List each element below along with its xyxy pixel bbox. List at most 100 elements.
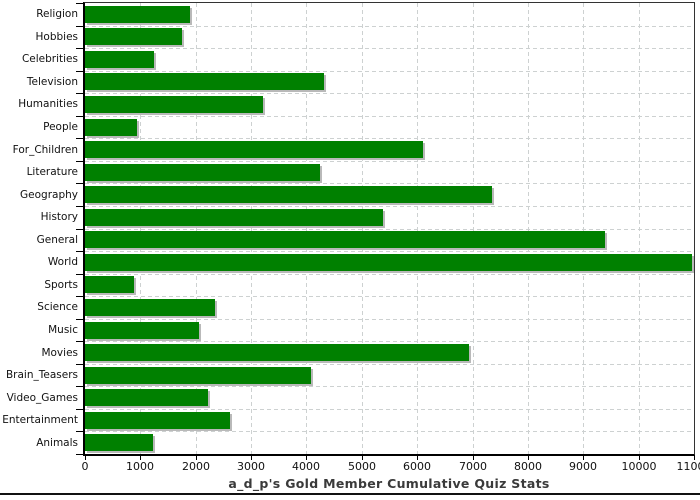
- category-label-entertainment: Entertainment: [2, 414, 78, 426]
- chart-title: a_d_p's Gold Member Cumulative Quiz Stat…: [228, 476, 550, 491]
- x-tick-label-7000: 7000: [459, 460, 487, 473]
- plot-area: [83, 2, 695, 456]
- gridline-h-4: [85, 93, 694, 94]
- gridline-h-11: [85, 251, 694, 252]
- category-label-celebrities: Celebrities: [21, 53, 78, 65]
- gridline-v-6000: [417, 3, 418, 454]
- category-label-world: World: [47, 256, 78, 268]
- category-label-geography: Geography: [20, 189, 78, 201]
- x-axis-tick-1000: [140, 455, 141, 460]
- y-axis-tick-1: [76, 26, 83, 27]
- x-axis-tick-5000: [362, 455, 363, 460]
- x-tick-label-4000: 4000: [292, 460, 320, 473]
- bar-history: [85, 209, 383, 226]
- x-tick-label-5000: 5000: [348, 460, 376, 473]
- y-axis-tick-3: [76, 71, 83, 72]
- gridline-v-3000: [251, 3, 252, 454]
- gridline-h-5: [85, 116, 694, 117]
- gridline-h-6: [85, 138, 694, 139]
- category-label-movies: Movies: [41, 347, 78, 359]
- gridline-h-9: [85, 206, 694, 207]
- y-axis-tick-8: [76, 183, 83, 184]
- category-label-science: Science: [37, 301, 78, 313]
- gridline-v-10000: [639, 3, 640, 454]
- x-tick-label-8000: 8000: [514, 460, 542, 473]
- x-tick-label-9000: 9000: [569, 460, 597, 473]
- gridline-h-12: [85, 274, 694, 275]
- x-axis-tick-4000: [306, 455, 307, 460]
- gridline-h-8: [85, 183, 694, 184]
- gridline-h-7: [85, 161, 694, 162]
- y-axis-tick-17: [76, 386, 83, 387]
- category-label-hobbies: Hobbies: [35, 31, 79, 43]
- y-axis-tick-10: [76, 229, 83, 230]
- gridline-h-15: [85, 341, 694, 342]
- x-tick-label-1000: 1000: [126, 460, 154, 473]
- bar-celebrities: [85, 51, 154, 68]
- bar-hobbies: [85, 28, 182, 45]
- gridline-v-1000: [140, 3, 141, 454]
- category-label-brain-teasers: Brain_Teasers: [5, 369, 78, 381]
- x-axis-tick-8000: [528, 455, 529, 460]
- x-axis-tick-7000: [473, 455, 474, 460]
- gridline-h-14: [85, 319, 694, 320]
- gridline-v-7000: [473, 3, 474, 454]
- gridline-v-2000: [196, 3, 197, 454]
- y-axis-tick-6: [76, 138, 83, 139]
- y-axis-tick-20: [76, 454, 83, 455]
- gridline-v-9000: [583, 3, 584, 454]
- y-axis-tick-15: [76, 341, 83, 342]
- bar-people: [85, 119, 137, 136]
- bar-brain-teasers: [85, 367, 311, 384]
- gridline-v-5000: [362, 3, 363, 454]
- x-axis-tick-2000: [196, 455, 197, 460]
- gridline-h-10: [85, 229, 694, 230]
- x-axis-tick-3000: [251, 455, 252, 460]
- category-label-humanities: Humanities: [18, 98, 78, 110]
- y-axis-tick-5: [76, 116, 83, 117]
- bar-geography: [85, 186, 492, 203]
- gridline-h-18: [85, 409, 694, 410]
- category-label-history: History: [40, 211, 78, 223]
- x-axis-tick-0: [85, 455, 86, 460]
- y-axis-tick-13: [76, 296, 83, 297]
- bar-science: [85, 299, 215, 316]
- category-label-people: People: [43, 121, 78, 133]
- y-axis-tick-0: [76, 3, 83, 4]
- category-label-sports: Sports: [44, 279, 78, 291]
- x-tick-label-10000: 10000: [621, 460, 657, 473]
- bottom-border-line: [0, 493, 700, 495]
- bar-television: [85, 73, 324, 90]
- gridline-v-8000: [528, 3, 529, 454]
- y-axis-tick-14: [76, 319, 83, 320]
- bar-religion: [85, 6, 190, 23]
- x-axis-tick-9000: [583, 455, 584, 460]
- x-axis-tick-11000: [694, 455, 695, 460]
- x-tick-label-2000: 2000: [182, 460, 210, 473]
- category-label-music: Music: [48, 324, 78, 336]
- bar-for-children: [85, 141, 423, 158]
- x-tick-label-0: 0: [81, 460, 89, 473]
- gridline-h-16: [85, 364, 694, 365]
- category-label-video-games: Video_Games: [6, 392, 78, 404]
- bar-world: [85, 254, 692, 271]
- bar-entertainment: [85, 412, 230, 429]
- category-label-literature: Literature: [26, 166, 78, 178]
- bar-music: [85, 322, 199, 339]
- bar-movies: [85, 344, 469, 361]
- category-label-for-children: For_Children: [12, 144, 78, 156]
- y-axis-tick-9: [76, 206, 83, 207]
- x-tick-label-11000: 11000: [676, 460, 700, 473]
- y-axis-tick-2: [76, 48, 83, 49]
- category-label-animals: Animals: [36, 437, 78, 449]
- y-axis-tick-12: [76, 274, 83, 275]
- category-label-general: General: [36, 234, 78, 246]
- bar-video-games: [85, 389, 208, 406]
- y-axis-tick-19: [76, 431, 83, 432]
- y-axis-tick-4: [76, 93, 83, 94]
- gridline-h-19: [85, 431, 694, 432]
- x-tick-label-6000: 6000: [403, 460, 431, 473]
- bar-literature: [85, 164, 320, 181]
- y-axis-tick-11: [76, 251, 83, 252]
